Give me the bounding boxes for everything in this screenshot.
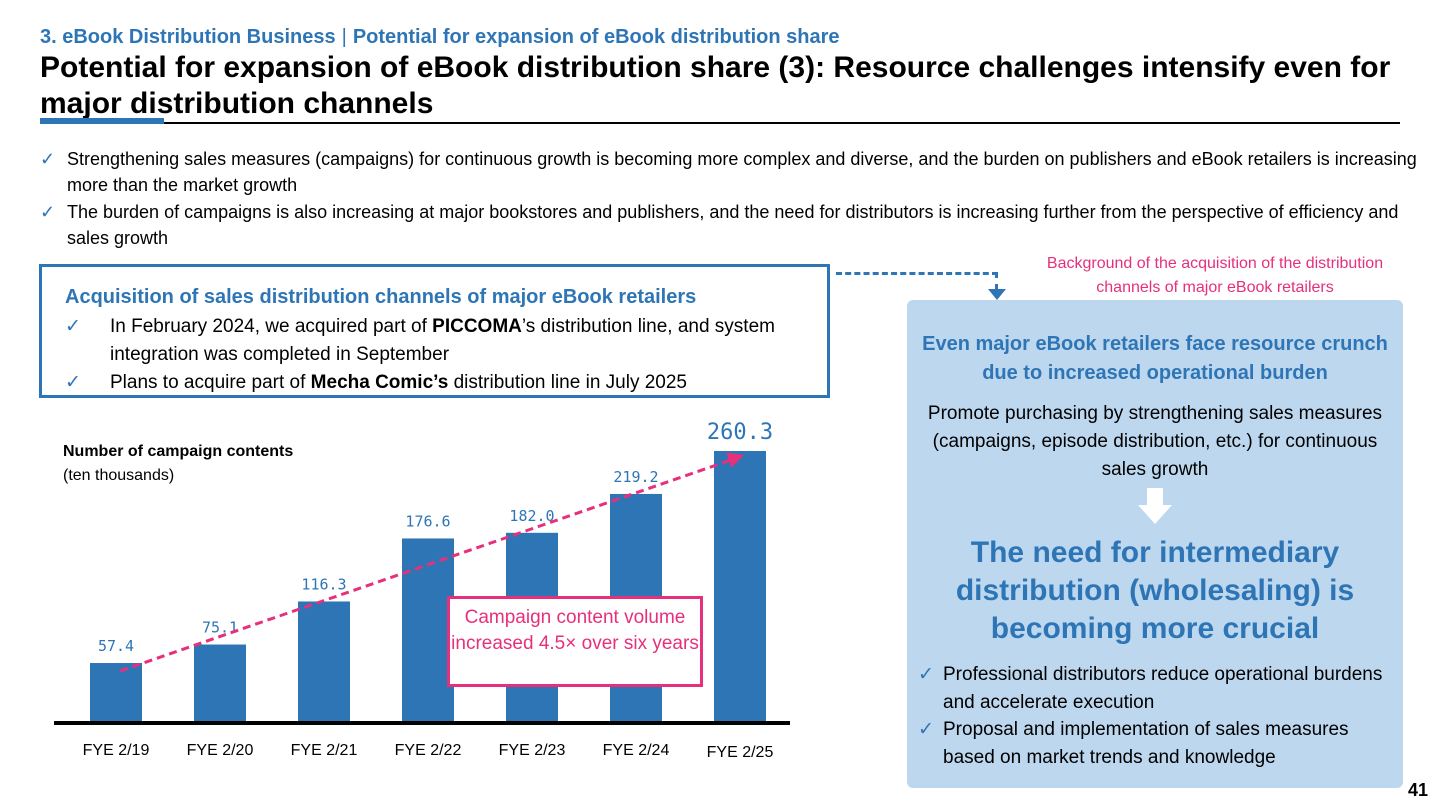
down-arrow-icon <box>1138 488 1172 529</box>
growth-callout: Campaign content volume increased 4.5× o… <box>447 596 703 687</box>
intro-bullet: ✓ Strengthening sales measures (campaign… <box>40 146 1430 198</box>
chart-bar <box>402 538 454 723</box>
chart-value-label: 176.6 <box>405 512 450 530</box>
check-icon: ✓ <box>40 149 56 169</box>
campaign-contents-chart: 57.4 FYE 2/19 75.1 FYE 2/20 116.3 FYE 2/21 176… <box>54 420 790 761</box>
breadcrumb-topic: Potential for expansion of eBook distrib… <box>352 26 840 48</box>
acquisition-item-text-part: ’s distribution line, and system integra… <box>110 316 775 365</box>
right-panel-emphasis: The need for intermediary distribution (… <box>955 536 1355 645</box>
check-icon: ✓ <box>65 372 81 393</box>
acquisition-item-text: Plans to acquire part of Mecha Comic’s d… <box>110 369 785 397</box>
chart-category-label: FYE 2/25 <box>707 744 774 761</box>
breadcrumb-separator: | <box>341 26 347 48</box>
chart-category-label: FYE 2/22 <box>395 742 462 759</box>
check-icon: ✓ <box>918 719 934 740</box>
chart-bar <box>194 644 246 723</box>
trend-line <box>119 457 735 673</box>
intro-bullets: ✓ Strengthening sales measures (campaign… <box>40 146 1430 252</box>
background-note: Background of the acquisition of the dis… <box>1046 255 1384 296</box>
check-icon: ✓ <box>65 316 81 337</box>
title-underline <box>40 122 1400 124</box>
right-panel-item-text: Professional distributors reduce operati… <box>943 664 1383 713</box>
mecha-comic-name: Mecha Comic’s <box>310 372 449 393</box>
acquisition-item-text-part: In February 2024, we acquired part of <box>110 316 433 337</box>
intro-bullet-text: The burden of campaigns is also increasi… <box>67 202 1399 248</box>
title-accent-bar <box>40 118 164 124</box>
intro-bullet-text: Strengthening sales measures (campaigns)… <box>67 149 1417 195</box>
check-icon: ✓ <box>40 202 56 222</box>
chart-value-label: 57.4 <box>98 637 134 655</box>
acquisition-item-text-part: Plans to acquire part of <box>110 372 311 393</box>
chart-category-label: FYE 2/19 <box>83 742 150 759</box>
acquisition-item: ✓ Plans to acquire part of Mecha Comic’s… <box>65 369 785 397</box>
chart-bar <box>714 451 766 723</box>
chart-category-label: FYE 2/24 <box>603 742 670 759</box>
right-panel <box>907 300 1403 788</box>
right-panel-body: Promote purchasing by strengthening sale… <box>927 403 1383 480</box>
chart-yunit: (ten thousands) <box>63 467 175 484</box>
chart-value-label: 116.3 <box>301 575 346 593</box>
chart-category-label: FYE 2/23 <box>499 742 566 759</box>
chart-bar <box>90 663 142 723</box>
right-panel-heading: Even major eBook retailers face resource… <box>922 333 1388 384</box>
piccoma-name: PICCOMA <box>432 316 522 337</box>
page-number: 41 <box>1408 780 1429 800</box>
connector-dashed-line <box>836 272 998 275</box>
acquisition-item-text: In February 2024, we acquired part of PI… <box>110 313 785 369</box>
chart-category-label: FYE 2/20 <box>187 742 254 759</box>
chart-value-label: 219.2 <box>613 468 658 486</box>
trend-arrow-icon <box>726 452 744 468</box>
acquisition-item: ✓ In February 2024, we acquired part of … <box>65 313 785 369</box>
connector-dashed-drop <box>995 272 998 290</box>
chart-value-label: 182.0 <box>509 507 554 525</box>
right-panel-item: ✓ Proposal and implementation of sales m… <box>918 716 1398 772</box>
acquisition-box <box>39 264 830 398</box>
breadcrumb: 3. eBook Distribution Business | Potential… <box>40 26 840 49</box>
acquisition-title: Acquisition of sales distribution channe… <box>65 286 697 308</box>
acquisition-item-text-part: distribution line in July 2025 <box>448 372 687 393</box>
right-panel-item-text: Proposal and implementation of sales mea… <box>943 719 1349 768</box>
page-title: Potential for expansion of eBook distrib… <box>40 51 1391 120</box>
check-icon: ✓ <box>918 664 934 685</box>
right-panel-item: ✓ Professional distributors reduce opera… <box>918 661 1398 717</box>
chart-category-label: FYE 2/21 <box>291 742 358 759</box>
chart-ylabel: Number of campaign contents <box>63 443 294 460</box>
chart-bar <box>298 601 350 723</box>
connector-arrow-icon <box>988 289 1006 300</box>
chart-value-label: 260.3 <box>707 420 773 445</box>
intro-bullet: ✓ The burden of campaigns is also increa… <box>40 199 1430 251</box>
chart-value-label: 75.1 <box>202 619 238 637</box>
breadcrumb-section: 3. eBook Distribution Business <box>40 26 336 48</box>
